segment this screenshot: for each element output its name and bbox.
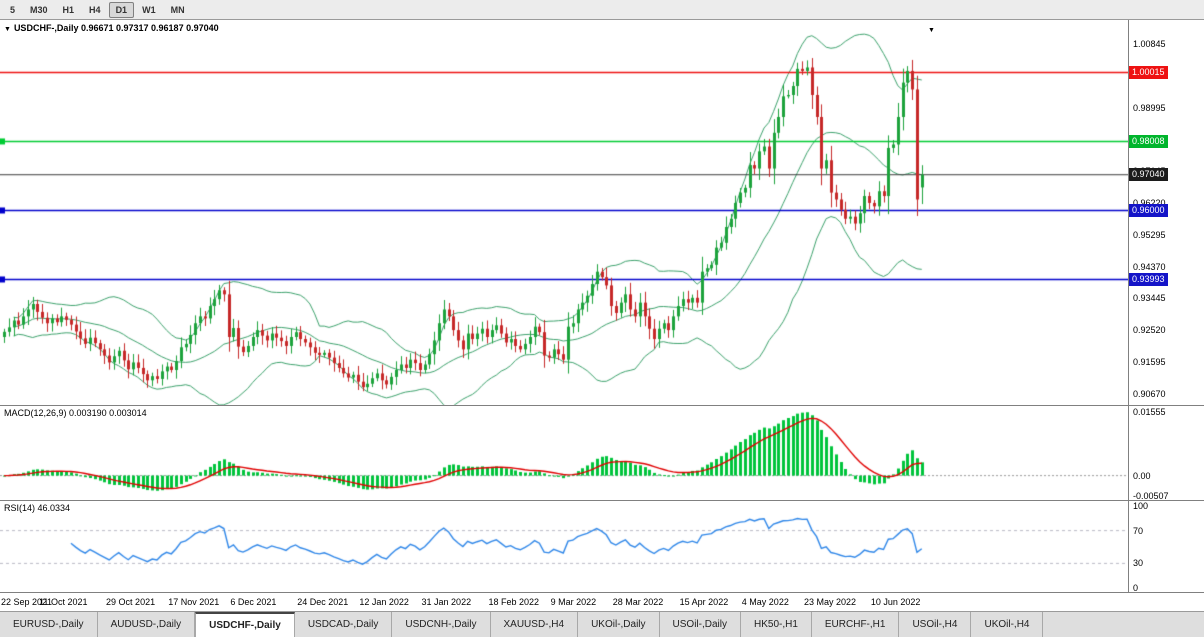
timeframe-button-w1[interactable]: W1	[142, 4, 156, 15]
chart-canvas[interactable]	[0, 20, 1128, 593]
macd-tick-0-01555: 0.01555	[1133, 407, 1166, 418]
chart-symbol-label: USDCHF-,Daily	[13, 23, 79, 33]
timeframe-button-m30[interactable]: M30	[30, 4, 48, 15]
chart-tabs-bar: EURUSD-,Daily AUDUSD-,Daily USDCHF-,Daily U…	[0, 612, 1204, 637]
rsi-tick-30: 30	[1133, 558, 1144, 569]
price-tick-0-95295: 0.95295	[1133, 229, 1166, 240]
tab-usdcnh-daily[interactable]: USDCNH-,Daily	[392, 612, 491, 637]
tab-usdcad-daily[interactable]: USDCAD-,Daily	[294, 612, 393, 637]
tab-ukoil-daily[interactable]: UKOil-,Daily	[578, 612, 660, 637]
tab-usdchf-daily[interactable]: USDCHF-,Daily	[195, 612, 295, 637]
tab-eurchf-h1[interactable]: EURCHF-,H1	[811, 612, 900, 637]
date-axis[interactable]: 22 Sep 2021 11 Oct 2021 29 Oct 2021 17 Nov …	[0, 593, 1204, 612]
price-badge-0-93993: 0.93993	[1129, 272, 1168, 286]
rsi-tick-70: 70	[1133, 525, 1144, 536]
date-label-24-dec-2021: 24 Dec 2021	[297, 597, 349, 607]
date-label-12-jan-2022: 12 Jan 2022	[359, 597, 409, 607]
chart-title: ▼ USDCHF-,Daily 0.96671 0.97317 0.96187 0…	[4, 23, 219, 33]
tab-audusd-daily[interactable]: AUDUSD-,Daily	[97, 612, 196, 637]
date-label-17-nov-2021: 17 Nov 2021	[168, 597, 220, 607]
price-axis[interactable]: 1.008450.999200.989950.980700.971450.962…	[1128, 20, 1204, 593]
rsi-tick-0: 0	[1133, 583, 1139, 593]
date-label-29-oct-2021: 29 Oct 2021	[106, 597, 156, 607]
date-label-23-may-2022: 23 May 2022	[803, 597, 856, 607]
tab-hk50-h1[interactable]: HK50-,H1	[740, 612, 812, 637]
rsi-panel-separator[interactable]	[0, 500, 1204, 501]
chart-area: ▼ USDCHF-,Daily 0.96671 0.97317 0.96187 0…	[0, 20, 1204, 593]
tab-usoil-daily[interactable]: USOil-,Daily	[659, 612, 741, 637]
price-tick-0-96220: 0.96220	[1133, 197, 1166, 208]
date-label-22-sep-2021: 22 Sep 2021	[1, 597, 53, 607]
timeframe-toolbar: 5 M30 H1 H4 D1 W1 MN	[0, 0, 1204, 20]
date-label-6-dec-2021: 6 Dec 2021	[230, 597, 277, 607]
macd-panel-separator[interactable]	[0, 405, 1204, 406]
price-badge-0-96000: 0.96000	[1129, 203, 1168, 217]
timeframe-button-d1[interactable]: D1	[108, 1, 135, 18]
price-tick-0-90670: 0.90670	[1133, 388, 1166, 399]
rsi-indicator-label: RSI(14) 46.0334	[4, 503, 70, 513]
macd-values: 0.003190 0.003014	[69, 408, 147, 418]
macd-tick-0-00507: -0.00507	[1133, 491, 1169, 502]
price-tick-0-91595: 0.91595	[1133, 356, 1166, 367]
date-label-15-apr-2022: 15 Apr 2022	[679, 597, 729, 607]
timeframe-button-h4[interactable]: H4	[89, 4, 101, 15]
tab-eurusd-daily[interactable]: EURUSD-,Daily	[0, 612, 98, 637]
price-tick-0-98995: 0.98995	[1133, 102, 1166, 113]
rsi-value: 46.0334	[37, 503, 71, 513]
date-label-18-feb-2022: 18 Feb 2022	[488, 597, 539, 607]
rsi-name: RSI(14)	[4, 503, 36, 513]
collapse-triangle-icon[interactable]: ▼	[4, 26, 11, 33]
price-tick-0-92520: 0.92520	[1133, 325, 1166, 336]
price-tick-0-93445: 0.93445	[1133, 293, 1166, 304]
date-label-4-may-2022: 4 May 2022	[741, 597, 789, 607]
tab-xauusd-h4[interactable]: XAUUSD-,H4	[490, 612, 579, 637]
timeframe-button-mn[interactable]: MN	[170, 4, 185, 15]
date-label-11-oct-2021: 11 Oct 2021	[39, 597, 88, 607]
rsi-tick-100: 100	[1133, 501, 1149, 511]
macd-indicator-label: MACD(12,26,9) 0.003190 0.003014	[4, 408, 147, 418]
macd-name: MACD(12,26,9)	[4, 408, 67, 418]
bottom-separator	[0, 592, 1204, 593]
date-label-10-jun-2022: 10 Jun 2022	[870, 597, 921, 607]
price-badge-1-00015: 1.00015	[1129, 65, 1168, 79]
price-badge-0-98008: 0.98008	[1129, 134, 1168, 148]
price-shift-triangle-icon[interactable]: ▼	[928, 27, 935, 34]
date-label-9-mar-2022: 9 Mar 2022	[550, 597, 597, 607]
date-label-28-mar-2022: 28 Mar 2022	[612, 597, 664, 607]
tab-ukoil-h4[interactable]: UKOil-,H4	[971, 612, 1044, 637]
price-tick-1-00845: 1.00845	[1133, 38, 1166, 49]
price-badge-0-97040: 0.97040	[1129, 168, 1168, 182]
chart-ohlc-values: 0.96671 0.97317 0.96187 0.97040	[80, 23, 219, 33]
price-tick-0-94370: 0.94370	[1133, 261, 1166, 272]
date-label-31-jan-2022: 31 Jan 2022	[421, 597, 472, 607]
timeframe-button-h1[interactable]: H1	[62, 4, 75, 15]
timeframe-button-5[interactable]: 5	[10, 4, 16, 15]
macd-tick-0-00: 0.00	[1133, 470, 1151, 481]
tab-usoil-h4[interactable]: USOil-,H4	[899, 612, 972, 637]
